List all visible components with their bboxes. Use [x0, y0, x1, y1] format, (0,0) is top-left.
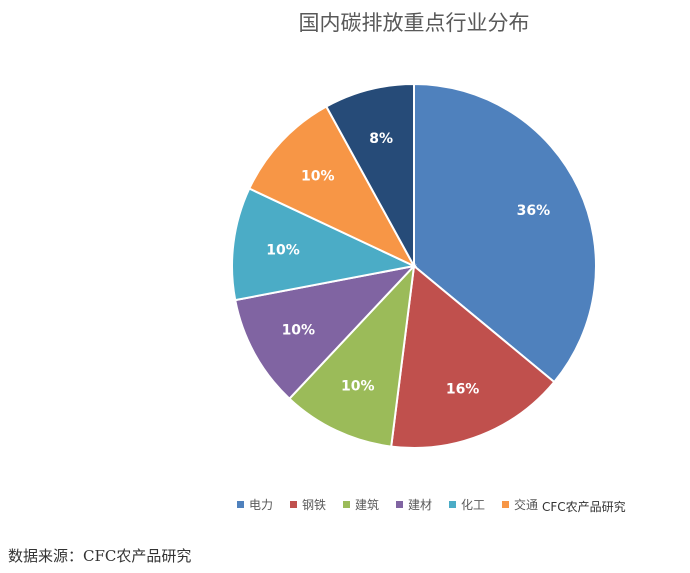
- legend-swatch-1: [290, 501, 297, 508]
- watermark-text: CFC农产品研究: [542, 499, 626, 514]
- legend-swatch-3: [396, 501, 403, 508]
- legend-label-2: 建筑: [355, 497, 379, 512]
- pie-slices: [231, 82, 597, 449]
- legend-swatch-5: [502, 501, 509, 508]
- pie-chart: 国内碳排放重点行业分布 36% 16% 10% 10% 10% 10% 8% 电力 钢铁 建筑 建…: [231, 11, 626, 514]
- slice-label-0: 36%: [517, 203, 551, 219]
- slice-label-5: 10%: [301, 169, 335, 185]
- legend-label-1: 钢铁: [302, 498, 326, 512]
- slice-label-6: 8%: [369, 131, 393, 147]
- legend-swatch-4: [449, 501, 456, 508]
- pie-slice-5: [247, 105, 417, 269]
- legend-label-0: 电力: [249, 498, 273, 512]
- legend-swatch-0: [237, 501, 244, 508]
- pie-labels: 36% 16% 10% 10% 10% 10% 8%: [266, 131, 550, 398]
- slice-label-3: 10%: [282, 323, 316, 339]
- pie-slice-4: [231, 187, 418, 302]
- legend-label-4: 化工: [461, 498, 485, 512]
- pie-slice-6: [324, 82, 415, 267]
- slice-label-1: 16%: [446, 382, 480, 398]
- slice-label-2: 10%: [341, 378, 375, 394]
- pie-slice-0: [413, 82, 597, 384]
- slice-label-4: 10%: [266, 242, 300, 258]
- pie-slice-3: [234, 264, 417, 401]
- pie-slice-2: [287, 263, 416, 448]
- pie-slice-1: [390, 264, 556, 449]
- chart-title: 国内碳排放重点行业分布: [299, 11, 530, 35]
- legend-swatch-2: [343, 501, 350, 508]
- source-note: 数据来源：CFC农产品研究: [8, 547, 192, 565]
- legend-label-5: 交通: [514, 497, 538, 512]
- chart-legend: 电力 钢铁 建筑 建材 化工 交通: [237, 497, 538, 512]
- pie-chart-svg: 国内碳排放重点行业分布 36% 16% 10% 10% 10% 10% 8% 电力 钢铁 建筑 建…: [231, 11, 626, 514]
- legend-label-3: 建材: [408, 498, 432, 512]
